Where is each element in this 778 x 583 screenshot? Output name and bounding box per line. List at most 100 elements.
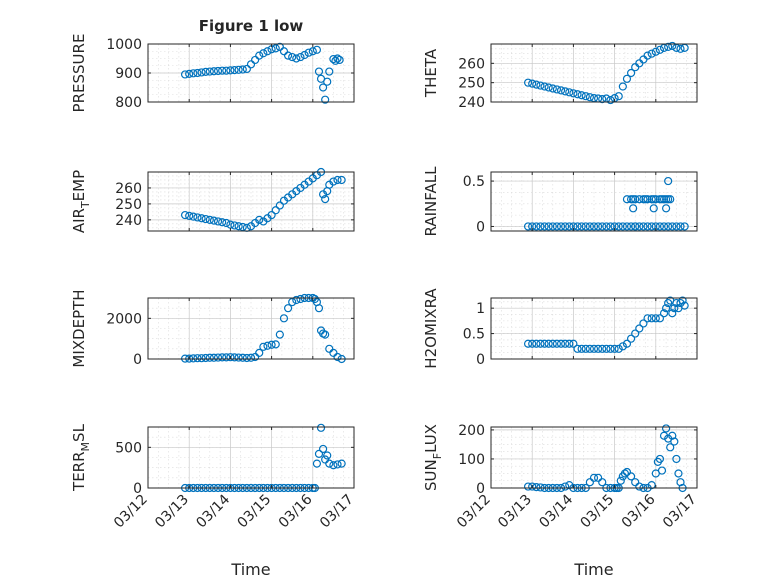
data-point bbox=[647, 314, 656, 323]
data-point bbox=[585, 344, 594, 353]
data-point bbox=[288, 52, 297, 62]
data-point bbox=[635, 222, 644, 231]
data-point bbox=[602, 344, 611, 353]
data-point bbox=[255, 348, 264, 357]
data-point bbox=[622, 195, 632, 204]
data-point bbox=[631, 329, 640, 338]
data-point bbox=[189, 69, 198, 78]
data-point bbox=[664, 176, 673, 186]
data-point bbox=[238, 65, 247, 74]
data-point bbox=[594, 473, 603, 482]
y-tick-label: 500 bbox=[115, 440, 142, 456]
data-point bbox=[548, 339, 557, 348]
y-tick-label: 2000 bbox=[106, 311, 142, 327]
data-point bbox=[565, 88, 574, 97]
data-point bbox=[325, 344, 334, 353]
data-point bbox=[556, 222, 566, 231]
data-point bbox=[226, 353, 235, 362]
data-point bbox=[631, 195, 640, 204]
data-point bbox=[300, 50, 309, 60]
data-point bbox=[606, 95, 615, 105]
x-tick-label: 03/17 bbox=[317, 492, 357, 532]
data-point bbox=[316, 423, 326, 432]
data-point bbox=[304, 48, 313, 57]
data-point bbox=[589, 222, 599, 231]
y-tick-label: 0 bbox=[133, 481, 142, 497]
data-point bbox=[569, 89, 578, 98]
data-point bbox=[246, 353, 256, 362]
data-point bbox=[193, 354, 202, 363]
y-tick-label: 0 bbox=[476, 352, 485, 368]
data-point bbox=[523, 482, 533, 491]
data-point bbox=[532, 339, 541, 348]
data-point bbox=[585, 222, 594, 231]
data-point bbox=[333, 352, 342, 362]
data-point bbox=[209, 67, 219, 76]
x-tick-label: 03/12 bbox=[111, 492, 151, 532]
data-point bbox=[622, 339, 632, 348]
data-point bbox=[666, 195, 675, 204]
data-point bbox=[333, 54, 342, 63]
data-point bbox=[329, 348, 338, 357]
data-point bbox=[552, 339, 562, 348]
data-point bbox=[614, 92, 623, 101]
data-point bbox=[676, 44, 685, 53]
x-tick-label: 03/13 bbox=[152, 492, 192, 532]
data-point bbox=[325, 459, 334, 468]
data-point bbox=[296, 52, 305, 62]
data-point bbox=[193, 213, 202, 222]
data-point bbox=[213, 66, 223, 76]
data-point bbox=[639, 222, 648, 231]
data-point bbox=[639, 55, 648, 64]
data-point bbox=[581, 344, 590, 353]
data-point bbox=[271, 206, 280, 215]
data-point bbox=[635, 324, 644, 333]
data-point bbox=[674, 469, 683, 478]
data-point bbox=[536, 81, 545, 90]
data-point bbox=[296, 294, 305, 304]
data-point bbox=[283, 51, 293, 60]
data-point bbox=[323, 451, 332, 460]
axes-frame bbox=[490, 426, 698, 489]
data-point bbox=[230, 65, 239, 75]
data-point bbox=[263, 341, 272, 350]
data-point bbox=[288, 297, 297, 307]
y-tick-label: 260 bbox=[115, 181, 142, 197]
data-point bbox=[267, 210, 276, 220]
data-point bbox=[193, 68, 202, 78]
data-point bbox=[598, 222, 607, 231]
data-point bbox=[577, 91, 586, 100]
data-point bbox=[337, 459, 346, 468]
y-axis-label: PRESSURE bbox=[70, 34, 88, 113]
data-point bbox=[643, 314, 652, 323]
data-point bbox=[213, 217, 223, 226]
data-point bbox=[631, 478, 640, 487]
data-point bbox=[528, 482, 537, 491]
data-point bbox=[626, 334, 636, 343]
data-point bbox=[631, 222, 640, 231]
data-point bbox=[670, 437, 679, 446]
data-point bbox=[548, 84, 557, 93]
y-axis-label: H2OMIXRA bbox=[422, 288, 440, 369]
data-point bbox=[655, 314, 665, 323]
data-point bbox=[213, 353, 223, 362]
data-point bbox=[598, 478, 607, 487]
data-point bbox=[664, 222, 673, 231]
data-point bbox=[312, 45, 322, 54]
data-point bbox=[319, 444, 328, 454]
data-point bbox=[321, 195, 330, 204]
data-point bbox=[523, 78, 533, 87]
axes-frame bbox=[490, 171, 698, 232]
data-point bbox=[647, 480, 656, 490]
data-point bbox=[552, 85, 562, 94]
data-point bbox=[209, 216, 219, 225]
data-point bbox=[536, 222, 545, 231]
data-point bbox=[614, 344, 623, 353]
data-point bbox=[314, 449, 324, 458]
data-point bbox=[635, 195, 644, 204]
data-point bbox=[610, 344, 619, 353]
data-point bbox=[589, 473, 599, 482]
x-axis-label-left: Time bbox=[230, 560, 270, 579]
data-point bbox=[561, 482, 570, 491]
